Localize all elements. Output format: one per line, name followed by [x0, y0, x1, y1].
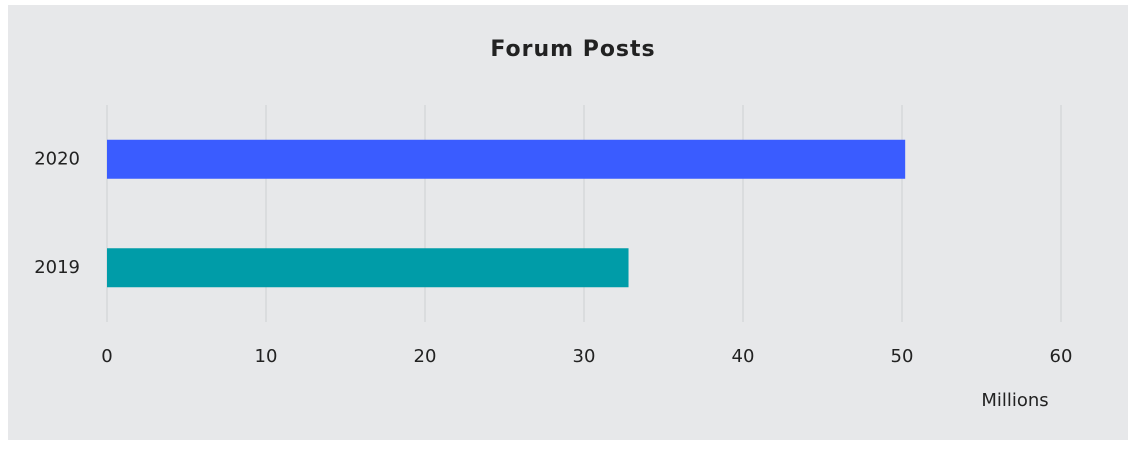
x-tick-label: 60	[1050, 346, 1073, 367]
bar	[107, 139, 906, 179]
y-tick-label: 2019	[34, 257, 80, 278]
x-axis-label: Millions	[981, 390, 1048, 411]
chart-title: Forum Posts	[490, 37, 655, 62]
y-tick-label: 2020	[34, 148, 80, 169]
panel	[8, 5, 1128, 440]
x-tick-label: 40	[732, 346, 755, 367]
x-tick-label: 20	[414, 346, 437, 367]
x-tick-label: 10	[255, 346, 278, 367]
x-tick-label: 0	[101, 346, 112, 367]
x-tick-label: 50	[891, 346, 914, 367]
bar	[107, 248, 629, 288]
x-tick-label: 30	[573, 346, 596, 367]
